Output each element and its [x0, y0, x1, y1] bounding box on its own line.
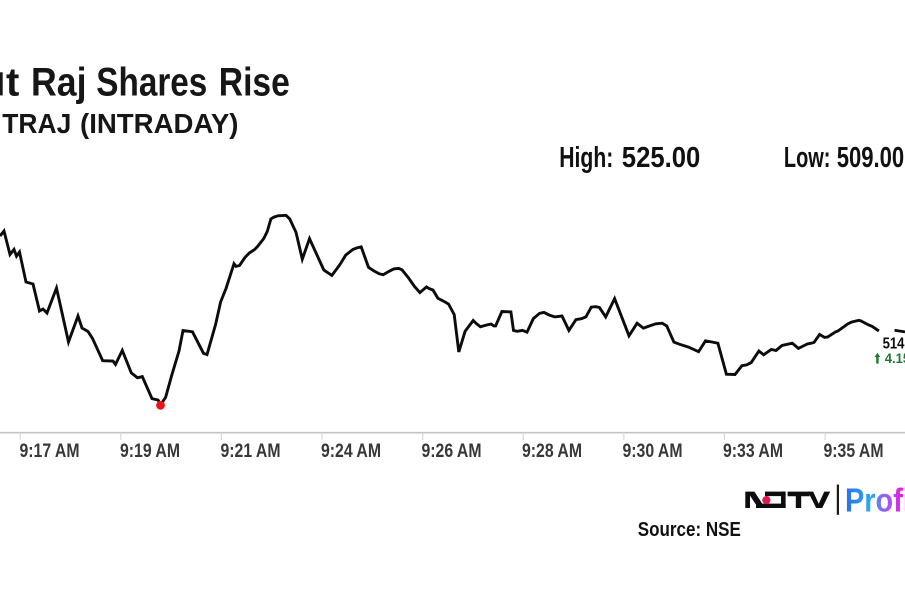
svg-text:9:33 AM: 9:33 AM: [723, 440, 783, 462]
svg-text:Low:: Low:: [784, 142, 831, 174]
svg-text:514.0: 514.0: [883, 336, 905, 353]
svg-text:Source: NSE: Source: NSE: [638, 519, 741, 541]
svg-text:TRAJ: TRAJ: [2, 108, 71, 139]
svg-text:Profit: Profit: [845, 482, 905, 519]
svg-text:4.15: 4.15: [885, 351, 905, 366]
svg-text:Raj: Raj: [31, 60, 87, 104]
svg-text:509.00: 509.00: [837, 142, 905, 174]
svg-text:9:30 AM: 9:30 AM: [623, 440, 683, 462]
svg-text:9:35 AM: 9:35 AM: [824, 440, 884, 462]
svg-text:9:24 AM: 9:24 AM: [321, 440, 381, 462]
svg-text:Rise: Rise: [219, 60, 290, 104]
svg-text:t: t: [6, 60, 19, 104]
svg-text:9:19 AM: 9:19 AM: [120, 440, 180, 462]
svg-text:High:: High:: [559, 142, 613, 174]
svg-text:9:17 AM: 9:17 AM: [20, 440, 80, 462]
svg-text:9:28 AM: 9:28 AM: [522, 440, 582, 462]
svg-text:9:26 AM: 9:26 AM: [422, 440, 482, 462]
svg-text:Shares: Shares: [96, 60, 207, 104]
svg-text:525.00: 525.00: [622, 142, 701, 174]
svg-text:9:21 AM: 9:21 AM: [221, 440, 281, 462]
svg-text:(INTRADAY): (INTRADAY): [80, 108, 239, 139]
